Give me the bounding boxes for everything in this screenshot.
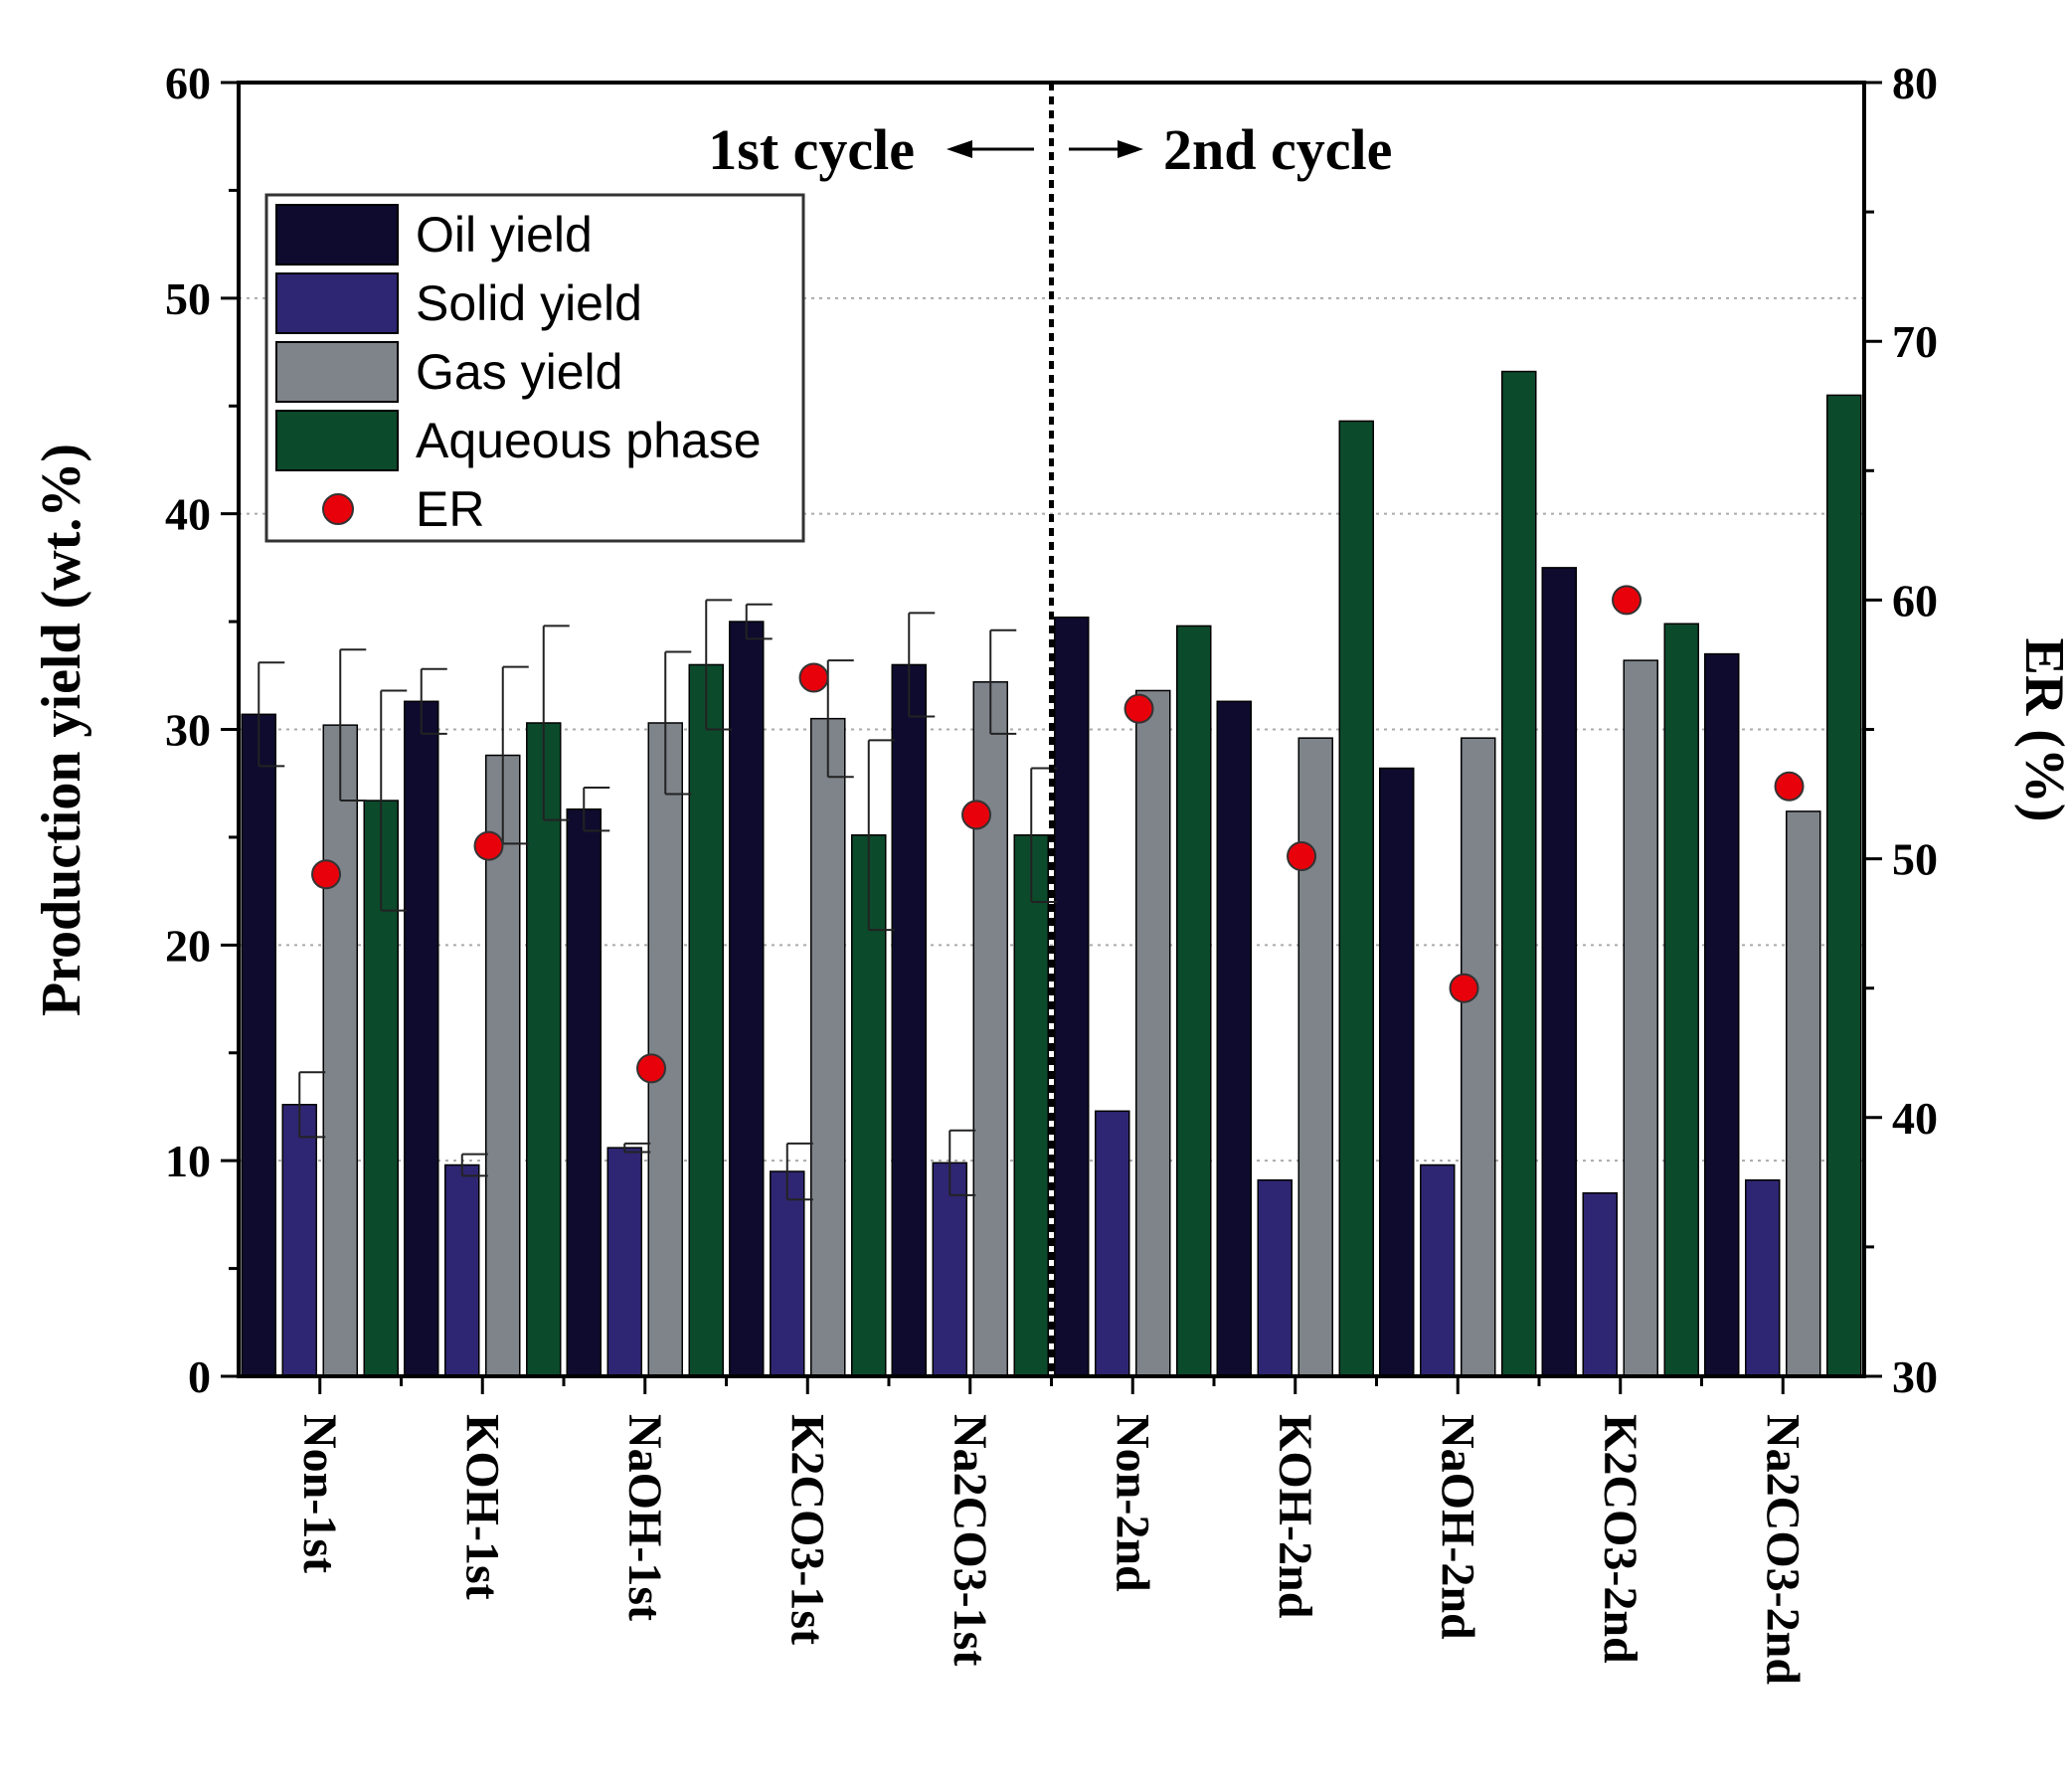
y2-tick-label: 40	[1892, 1093, 1938, 1144]
y2-tick-label: 60	[1892, 575, 1938, 625]
bar	[1013, 833, 1049, 1377]
bar	[1135, 689, 1171, 1377]
bar	[1420, 1163, 1456, 1377]
bar	[1176, 625, 1212, 1377]
legend: Oil yield Solid yield Gas yield Aqueous pha…	[264, 193, 805, 543]
bar	[1338, 420, 1374, 1377]
bar	[281, 1104, 317, 1377]
bar	[1826, 394, 1862, 1377]
bar	[1257, 1178, 1293, 1377]
legend-label: Aqueous phase	[416, 413, 762, 468]
x-tick-label: NaOH-1st	[618, 1414, 671, 1621]
y-tick-label: 10	[165, 1136, 211, 1186]
legend-swatch	[275, 204, 399, 266]
y2-tick-label: 50	[1892, 834, 1938, 885]
arrow-right-head	[1118, 140, 1143, 158]
x-tick-label: KOH-1st	[455, 1414, 508, 1600]
x-tick-label: K2CO3-2nd	[1594, 1414, 1646, 1664]
legend-swatch	[275, 341, 399, 403]
y-tick-label: 20	[165, 920, 211, 971]
bar	[444, 1163, 480, 1377]
bar	[1095, 1110, 1130, 1377]
bar	[566, 807, 602, 1377]
y-tick-label: 0	[188, 1351, 211, 1402]
legend-label: Solid yield	[416, 275, 642, 331]
y-tick-label: 30	[165, 705, 211, 756]
bar	[606, 1147, 642, 1377]
bar	[1541, 567, 1577, 1377]
er-point	[1123, 693, 1154, 724]
x-tick-label: Non-2nd	[1106, 1414, 1158, 1592]
legend-label: Gas yield	[416, 344, 622, 400]
bar	[1663, 623, 1699, 1377]
x-tick-label: Na2CO3-1st	[944, 1414, 996, 1666]
bar	[729, 621, 765, 1377]
bar	[770, 1170, 805, 1377]
er-point	[1287, 840, 1317, 871]
bar	[647, 722, 683, 1377]
x-tick-label: KOH-2nd	[1269, 1414, 1321, 1619]
y2-tick-label: 80	[1892, 58, 1938, 108]
arrow-left-head	[947, 140, 972, 158]
axes: 0 10 20 30 40 50 60 30 40 50 60 70 80 Non-1st KOH-1st N…	[165, 58, 1938, 1685]
legend-label: ER	[416, 481, 484, 537]
bar	[1704, 652, 1740, 1377]
bar	[1216, 700, 1252, 1377]
er-point	[636, 1053, 667, 1084]
bar	[1501, 370, 1537, 1377]
bar	[1461, 737, 1496, 1377]
er-point	[961, 800, 992, 830]
y-tick-label: 60	[165, 58, 211, 108]
legend-marker	[322, 493, 354, 525]
bar	[1745, 1178, 1781, 1377]
bar	[1582, 1191, 1618, 1377]
legend-label: Oil yield	[416, 207, 593, 263]
bar	[526, 722, 562, 1377]
y-axis-title: Production yield (wt.%)	[31, 444, 92, 1016]
bar	[810, 717, 846, 1377]
y-tick-label: 40	[165, 489, 211, 540]
er-point	[1612, 585, 1642, 616]
er-point	[473, 830, 504, 861]
error-bars	[258, 599, 1058, 1201]
x-tick-label: Non-1st	[293, 1414, 346, 1573]
er-point	[1449, 973, 1479, 1003]
x-tick-label: NaOH-2nd	[1431, 1414, 1483, 1640]
bar	[972, 681, 1008, 1377]
bar	[1786, 810, 1821, 1377]
bar	[1379, 767, 1415, 1377]
annotation-1st-cycle: 1st cycle	[708, 117, 915, 182]
annotation-2nd-cycle: 2nd cycle	[1163, 117, 1392, 182]
y2-axis-title: ER (%)	[2013, 637, 2072, 821]
cycle-annotation: 1st cycle 2nd cycle	[708, 117, 1392, 182]
bar	[1623, 659, 1658, 1377]
bar	[932, 1162, 967, 1377]
x-tick-label: K2CO3-1st	[780, 1414, 833, 1645]
er-point	[1774, 771, 1805, 802]
bars	[241, 370, 1862, 1377]
bar	[241, 713, 276, 1377]
bar	[322, 724, 358, 1377]
bar	[1297, 737, 1333, 1377]
er-point	[311, 859, 342, 890]
legend-swatch	[275, 272, 399, 334]
bar	[891, 663, 927, 1377]
x-tick-label: Na2CO3-2nd	[1756, 1414, 1809, 1685]
er-point	[798, 662, 829, 693]
y-tick-label: 50	[165, 273, 211, 324]
bar	[1054, 616, 1090, 1377]
legend-swatch	[275, 410, 399, 471]
y2-tick-label: 70	[1892, 316, 1938, 367]
y2-tick-label: 30	[1892, 1351, 1938, 1402]
er-points	[311, 585, 1805, 1084]
bar	[404, 700, 439, 1377]
bar	[688, 663, 724, 1377]
